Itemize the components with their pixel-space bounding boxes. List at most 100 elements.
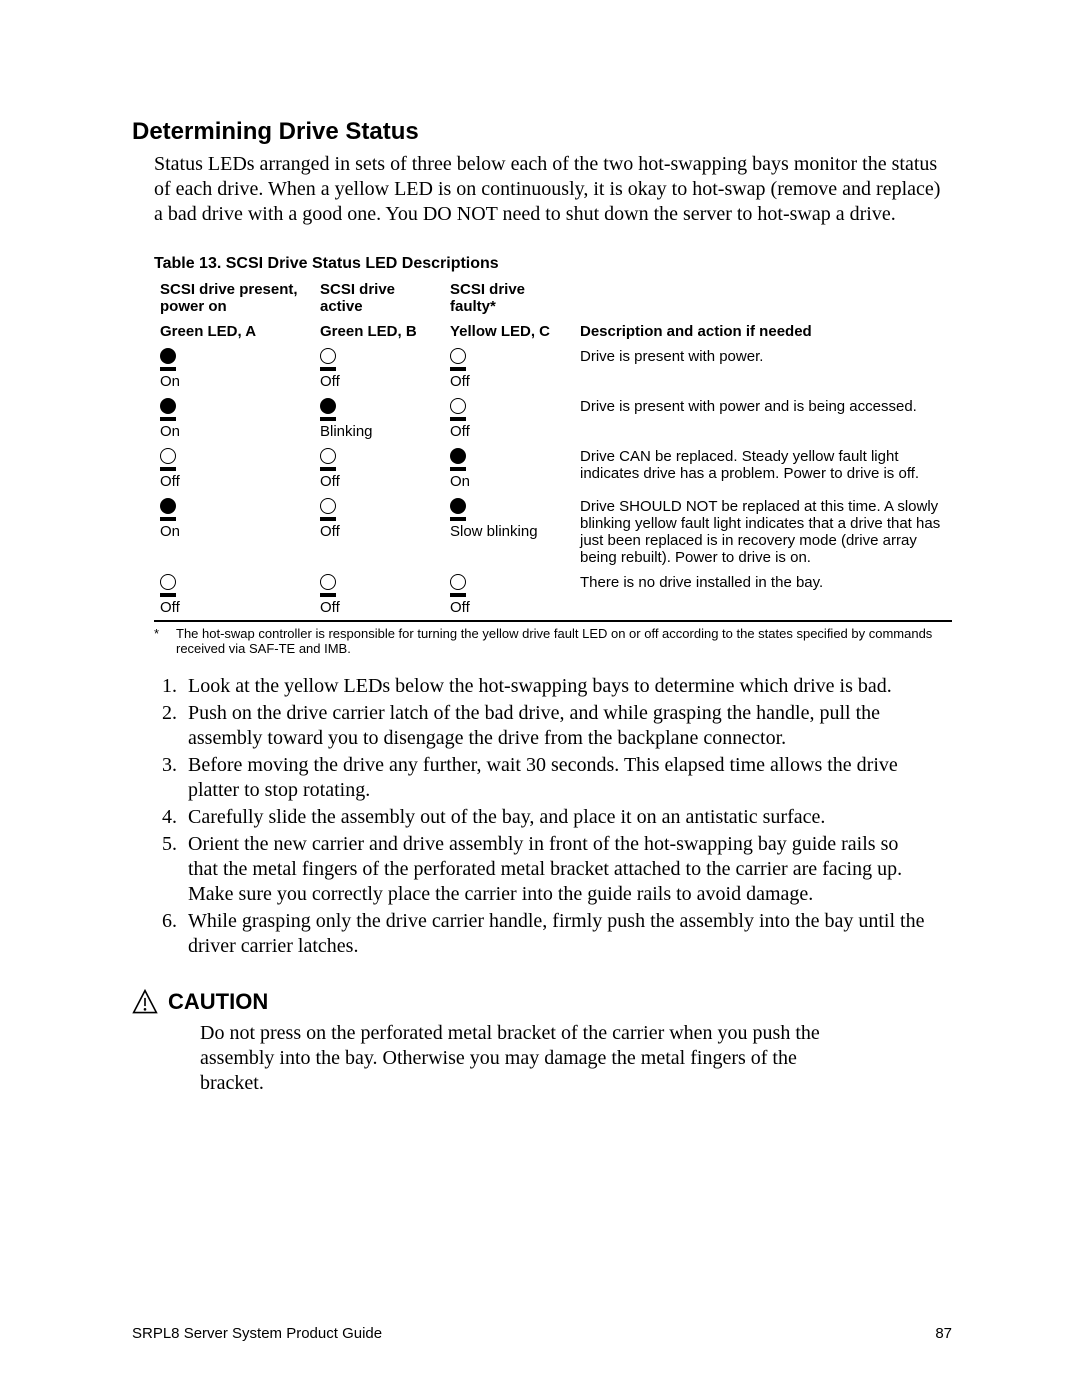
led-cell-c: Off [444,344,574,394]
led-cell-a: On [154,494,314,570]
procedure-step: While grasping only the drive carrier ha… [182,909,930,959]
procedure-step: Orient the new carrier and drive assembl… [182,832,930,907]
led-circle-icon [320,448,336,464]
row-description: Drive is present with power. [574,344,952,394]
led-bar-icon [320,417,336,421]
led-cell-a: On [154,344,314,394]
footer-left: SRPL8 Server System Product Guide [132,1325,382,1342]
led-state-label: Off [450,423,470,440]
led-bar-icon [320,517,336,521]
led-cell-a: Off [154,444,314,494]
led-bar-icon [320,467,336,471]
col-a-header-bot: Green LED, A [154,319,314,344]
led-circle-icon [160,398,176,414]
led-bar-icon [450,417,466,421]
footer-right: 87 [935,1325,952,1342]
table-row: On Off Slow blinking Drive SHOULD NOT be re… [154,494,952,570]
led-bar-icon [450,593,466,597]
led-circle-icon [160,348,176,364]
led-state-label: Off [450,373,470,390]
led-state-label: Off [160,473,180,490]
table-footnote: * The hot-swap controller is responsible… [154,626,952,656]
row-description: There is no drive installed in the bay. [574,570,952,621]
footnote-mark: * [154,626,176,656]
table-caption: Table 13. SCSI Drive Status LED Descript… [132,255,952,273]
table-row: On Off Off Drive is present with power. [154,344,952,394]
col-a-header-top: SCSI drive present, power on [154,277,314,319]
led-state-label: On [160,373,180,390]
led-bar-icon [450,467,466,471]
page-footer: SRPL8 Server System Product Guide 87 [132,1325,952,1342]
led-bar-icon [160,467,176,471]
table-row: Off Off Off There is no drive installed in … [154,570,952,621]
intro-paragraph: Status LEDs arranged in sets of three be… [132,152,952,227]
led-cell-b: Off [314,344,444,394]
led-circle-icon [450,574,466,590]
led-state-label: Off [450,599,470,616]
led-circle-icon [160,498,176,514]
procedure-steps: Look at the yellow LEDs below the hot-sw… [154,674,930,959]
col-b-header-top: SCSI drive active [314,277,444,319]
procedure-step: Before moving the drive any further, wai… [182,753,930,803]
led-bar-icon [320,593,336,597]
led-bar-icon [160,367,176,371]
led-cell-a: Off [154,570,314,621]
led-bar-icon [160,417,176,421]
led-state-label: Off [320,523,340,540]
led-circle-icon [160,574,176,590]
led-state-label: Off [160,599,180,616]
led-circle-icon [320,574,336,590]
led-circle-icon [450,448,466,464]
caution-header: CAUTION [132,989,952,1015]
led-cell-a: On [154,394,314,444]
led-cell-c: Off [444,394,574,444]
led-circle-icon [320,398,336,414]
led-cell-b: Blinking [314,394,444,444]
row-description: Drive SHOULD NOT be replaced at this tim… [574,494,952,570]
caution-label: CAUTION [168,989,268,1015]
led-state-label: Blinking [320,423,373,440]
col-d-header-top [574,277,952,319]
led-cell-c: On [444,444,574,494]
col-c-header-top: SCSI drive faulty* [444,277,574,319]
col-c-header-bot: Yellow LED, C [444,319,574,344]
led-state-label: Off [320,473,340,490]
led-state-label: On [160,523,180,540]
caution-triangle-icon [132,989,158,1015]
led-bar-icon [450,367,466,371]
led-cell-c: Off [444,570,574,621]
led-status-table: SCSI drive present, power on SCSI drive … [154,277,952,622]
procedure-step: Push on the drive carrier latch of the b… [182,701,930,751]
col-b-header-bot: Green LED, B [314,319,444,344]
led-bar-icon [160,593,176,597]
section-heading: Determining Drive Status [132,118,952,146]
led-cell-b: Off [314,570,444,621]
led-state-label: On [450,473,470,490]
footnote-text: The hot-swap controller is responsible f… [176,626,952,656]
led-state-label: Off [320,373,340,390]
table-row: On Blinking Off Drive is present with power… [154,394,952,444]
caution-body: Do not press on the perforated metal bra… [200,1021,840,1096]
led-bar-icon [450,517,466,521]
table-header-row-1: SCSI drive present, power on SCSI drive … [154,277,952,319]
led-cell-c: Slow blinking [444,494,574,570]
led-circle-icon [160,448,176,464]
led-circle-icon [450,398,466,414]
procedure-step: Carefully slide the assembly out of the … [182,805,930,830]
led-state-label: Off [320,599,340,616]
led-circle-icon [450,498,466,514]
led-state-label: On [160,423,180,440]
table-row: Off Off On Drive CAN be replaced. Steady ye… [154,444,952,494]
caution-block: CAUTION Do not press on the perforated m… [132,989,952,1096]
col-d-header-bot: Description and action if needed [574,319,952,344]
row-description: Drive CAN be replaced. Steady yellow fau… [574,444,952,494]
led-circle-icon [450,348,466,364]
led-bar-icon [160,517,176,521]
led-bar-icon [320,367,336,371]
table-header-row-2: Green LED, A Green LED, B Yellow LED, C … [154,319,952,344]
led-cell-b: Off [314,444,444,494]
procedure-step: Look at the yellow LEDs below the hot-sw… [182,674,930,699]
led-circle-icon [320,348,336,364]
row-description: Drive is present with power and is being… [574,394,952,444]
led-state-label: Slow blinking [450,523,538,540]
